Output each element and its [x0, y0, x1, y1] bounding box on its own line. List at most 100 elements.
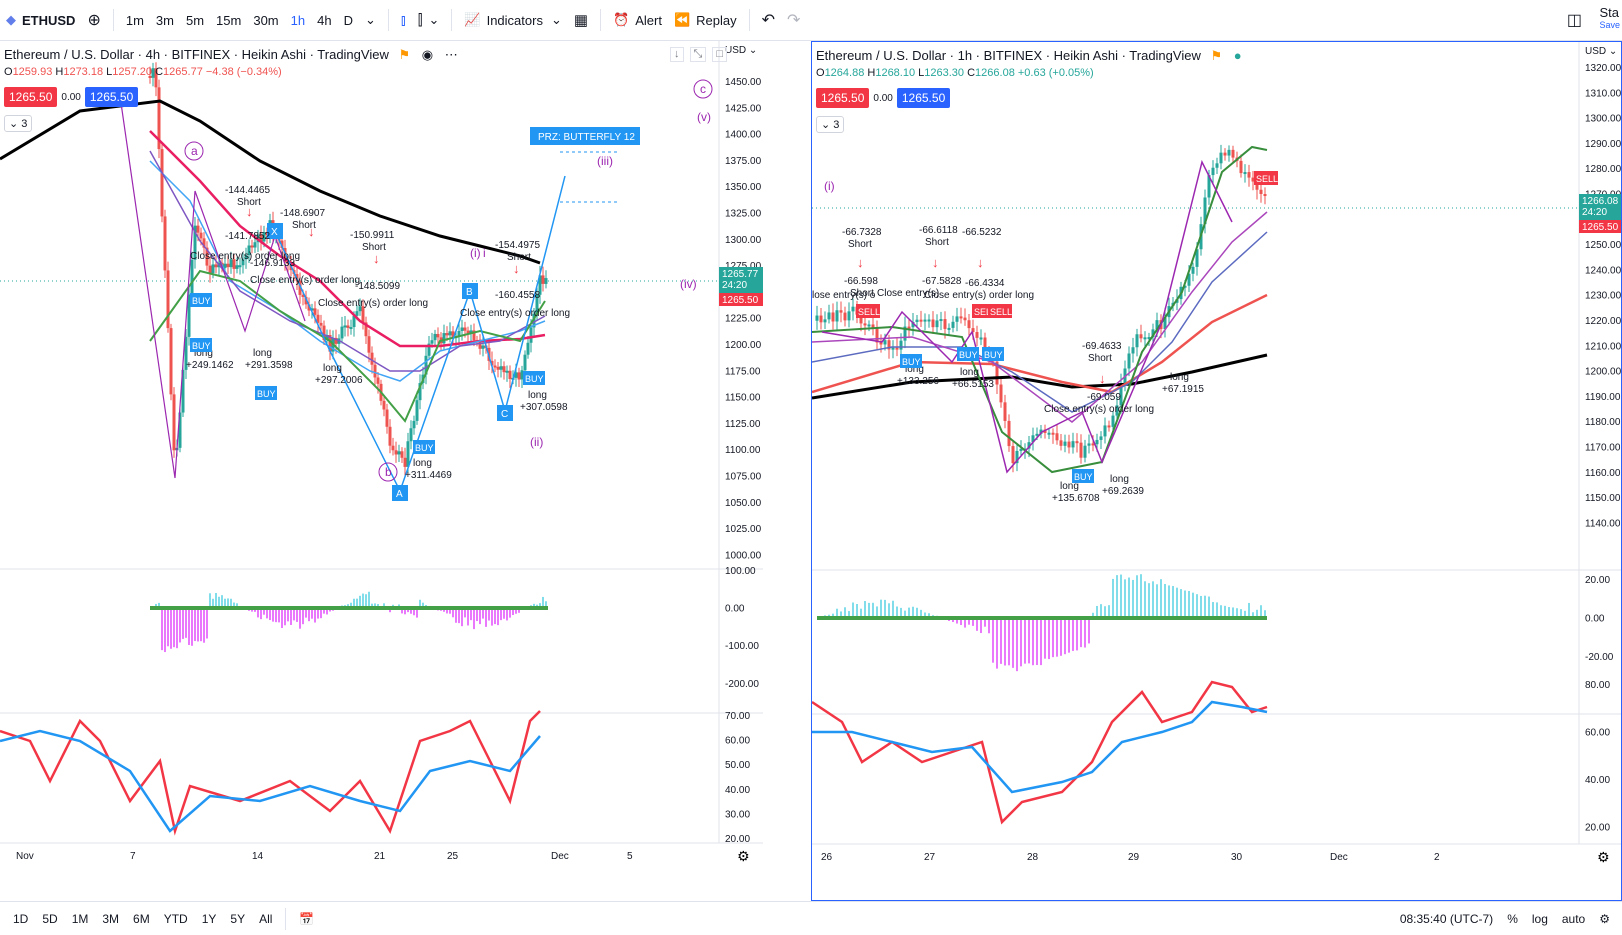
more-icon[interactable]: ⋯ — [444, 47, 458, 62]
alert-button[interactable]: ⏰ Alert — [607, 0, 668, 40]
pattern-point-label: C — [501, 409, 508, 420]
range-3m[interactable]: 3M — [102, 911, 120, 926]
save-layout-button[interactable]: Sta Save — [1599, 5, 1620, 30]
replay-button[interactable]: ⏪ Replay — [668, 0, 743, 40]
price-tick: 1175.00 — [725, 366, 761, 377]
undo-button[interactable]: ↶ — [756, 0, 781, 40]
price-tick: 1200.00 — [725, 340, 762, 351]
templates-button[interactable]: ▦ — [568, 0, 594, 40]
buy-tag — [900, 354, 922, 368]
osc-tick: 0.00 — [1585, 614, 1605, 625]
range-5d[interactable]: 5D — [42, 911, 58, 926]
candle-body — [1259, 189, 1263, 195]
wave-label: (i) — [470, 246, 481, 260]
candle-body — [1223, 152, 1227, 156]
symbol-search[interactable]: ◆ ETHUSD — [0, 0, 81, 40]
candle-body — [1207, 175, 1211, 198]
candle-body — [1007, 420, 1011, 447]
order-annotation-short: Short — [848, 239, 872, 250]
order-annotation: -66.5232 — [962, 227, 1002, 238]
interval-4h[interactable]: 4h — [317, 12, 332, 28]
clock-label[interactable]: 08:35:40 (UTC-7) — [1399, 911, 1494, 926]
interval-5m[interactable]: 5m — [185, 12, 205, 28]
right-chart-canvas[interactable]: USD ⌄ 1320.00 1310.00 1300.00 1290.00 1280.00… — [812, 42, 1622, 901]
candle-body — [1019, 448, 1023, 451]
range-5y[interactable]: 5Y — [230, 911, 246, 926]
buy-tag — [523, 371, 545, 385]
time-tick: Dec — [551, 851, 569, 862]
candle-body — [373, 364, 377, 378]
time-tick: 5 — [627, 851, 633, 862]
goto-date-button[interactable]: 📅 — [292, 912, 321, 926]
right-collapse-button[interactable]: ⌄ 3 — [816, 116, 845, 133]
candle-body — [935, 320, 939, 328]
interval-dropdown[interactable]: ⌄ — [359, 0, 382, 40]
left-buy-badge[interactable]: 1265.50 — [84, 87, 139, 107]
range-ytd[interactable]: YTD — [163, 911, 188, 926]
candle-body — [313, 308, 317, 315]
interval-3m[interactable]: 3m — [155, 12, 174, 28]
range-6m[interactable]: 6M — [133, 911, 150, 926]
right-chart-pane[interactable]: USD ⌄ 1320.00 1310.00 1300.00 1290.00 1280.00… — [811, 41, 1622, 901]
arrow-down-icon[interactable]: ↓ — [670, 47, 684, 62]
interval-D[interactable]: D — [343, 12, 353, 28]
osc-tick: -100.00 — [725, 641, 759, 652]
range-1d[interactable]: 1D — [13, 911, 29, 926]
candle-body — [349, 327, 353, 330]
order-annotation: -66.7328 — [842, 227, 882, 238]
interval-1h[interactable]: 1h — [290, 12, 306, 28]
buy-tag-label: BUY — [525, 374, 544, 384]
candle-body — [815, 315, 819, 321]
candle-body — [358, 306, 362, 312]
left-collapse-button[interactable]: ⌄ 3 — [4, 115, 33, 132]
order-annotation: -144.4465 — [225, 185, 270, 196]
layout-button[interactable]: ◫ — [1567, 10, 1582, 30]
right-buy-badge[interactable]: 1265.50 — [896, 88, 951, 108]
down-arrow-icon: ↓ — [246, 204, 253, 219]
range-1y[interactable]: 1Y — [201, 911, 217, 926]
moving-average-line — [812, 231, 1268, 413]
eye-icon[interactable]: ◉ — [421, 47, 434, 62]
range-all[interactable]: All — [259, 911, 273, 926]
collapse-icon[interactable]: ⤡ — [689, 47, 707, 62]
left-sell-badge[interactable]: 1265.50 — [4, 87, 58, 107]
candle-body — [334, 337, 338, 344]
candle-body — [397, 451, 401, 455]
left-chart-pane[interactable]: USD ⌄ 1450.00 1425.00 1400.00 1375.00 1350.00… — [0, 41, 763, 901]
interval-1m[interactable]: 1m — [125, 12, 144, 28]
candle-body — [1027, 442, 1031, 449]
auto-toggle[interactable]: auto — [1561, 911, 1586, 926]
long-label: long — [194, 348, 213, 359]
log-toggle[interactable]: log — [1531, 911, 1548, 926]
percent-toggle[interactable]: % — [1507, 911, 1518, 926]
moving-average-line — [149, 150, 546, 372]
maximize-icon[interactable]: □ — [712, 47, 727, 62]
order-annotation-short: Short — [850, 288, 874, 299]
symbol-label: ETHUSD — [22, 12, 76, 28]
chart-type-button[interactable]: ⫿ ⌄ — [412, 0, 446, 40]
candle-body — [445, 333, 449, 336]
bar-chart-style-button[interactable]: ⫾ — [395, 0, 412, 40]
compare-button[interactable]: ⊕ — [81, 0, 106, 40]
candle-body — [1095, 439, 1099, 445]
interval-30m[interactable]: 30m — [253, 12, 279, 28]
candle-body — [871, 324, 875, 329]
indicators-button[interactable]: 📈 Indicators ⌄ — [458, 0, 567, 40]
candle-body — [259, 234, 263, 242]
settings-gear-icon[interactable]: ⚙ — [1599, 911, 1610, 926]
long-value: +135.6708 — [1052, 493, 1100, 504]
redo-button[interactable]: ↷ — [781, 0, 806, 40]
chevron-down-icon: ⌄ — [9, 118, 19, 130]
right-sell-badge[interactable]: 1265.50 — [816, 88, 870, 108]
candle-body — [1219, 152, 1223, 164]
interval-15m[interactable]: 15m — [216, 12, 242, 28]
range-1m[interactable]: 1M — [71, 911, 89, 926]
candle-body — [319, 322, 323, 326]
candle-body — [520, 370, 524, 380]
candle-body — [827, 312, 831, 320]
candle-body — [1231, 149, 1235, 158]
candle-body — [469, 330, 473, 334]
left-chart-canvas[interactable]: USD ⌄1450.001425.001400.001375.001350.00… — [0, 41, 763, 901]
candle-body — [971, 328, 975, 333]
candle-body — [544, 278, 548, 284]
